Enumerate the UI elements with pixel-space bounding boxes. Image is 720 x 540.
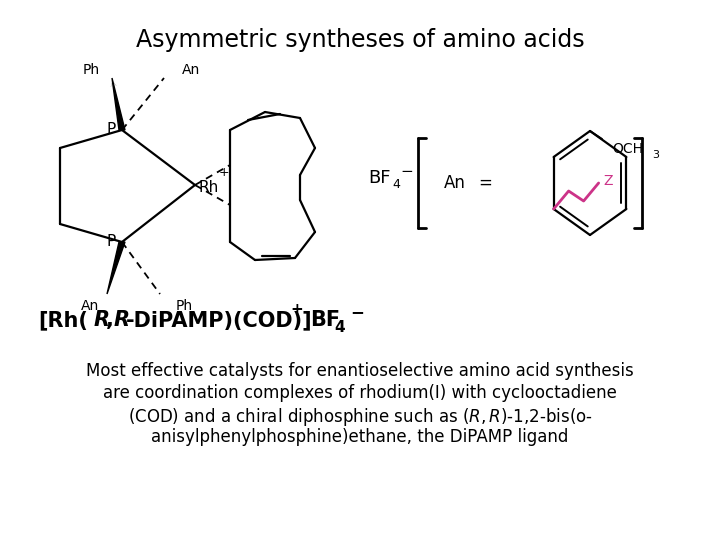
Text: anisylphenylphosphine)ethane, the DiPAMP ligand: anisylphenylphosphine)ethane, the DiPAMP… — [151, 428, 569, 446]
Polygon shape — [112, 78, 125, 130]
Text: ,: , — [106, 310, 114, 330]
Text: OCH: OCH — [613, 142, 644, 156]
Text: -DiPAMP)(COD)]: -DiPAMP)(COD)] — [126, 310, 312, 330]
Text: An: An — [444, 174, 466, 192]
Text: −: − — [350, 303, 364, 321]
Text: R: R — [94, 310, 110, 330]
Text: An: An — [81, 299, 99, 313]
Text: 4: 4 — [392, 179, 400, 192]
Text: Z: Z — [603, 174, 613, 188]
Text: 4: 4 — [334, 321, 345, 335]
Text: BF: BF — [368, 169, 390, 187]
Text: are coordination complexes of rhodium(I) with cyclooctadiene: are coordination complexes of rhodium(I)… — [103, 384, 617, 402]
Text: Asymmetric syntheses of amino acids: Asymmetric syntheses of amino acids — [135, 28, 585, 52]
Text: Rh: Rh — [199, 179, 220, 194]
Text: Ph: Ph — [83, 63, 100, 77]
Text: P: P — [107, 123, 116, 138]
Text: Ph: Ph — [176, 299, 193, 313]
Text: [Rh(: [Rh( — [38, 310, 88, 330]
Text: Most effective catalysts for enantioselective amino acid synthesis: Most effective catalysts for enantiosele… — [86, 362, 634, 380]
Text: −: − — [400, 165, 413, 179]
Text: 3: 3 — [652, 150, 659, 160]
Text: BF: BF — [310, 310, 340, 330]
Polygon shape — [107, 242, 125, 294]
Text: P: P — [107, 234, 116, 249]
Text: (COD) and a chiral diphosphine such as ($\it{R,R}$)-1,2-bis(ο-: (COD) and a chiral diphosphine such as (… — [127, 406, 593, 428]
Text: +: + — [219, 166, 230, 179]
Text: An: An — [182, 63, 200, 77]
Text: R: R — [114, 310, 130, 330]
Text: =: = — [478, 174, 492, 192]
Text: +: + — [290, 302, 302, 318]
